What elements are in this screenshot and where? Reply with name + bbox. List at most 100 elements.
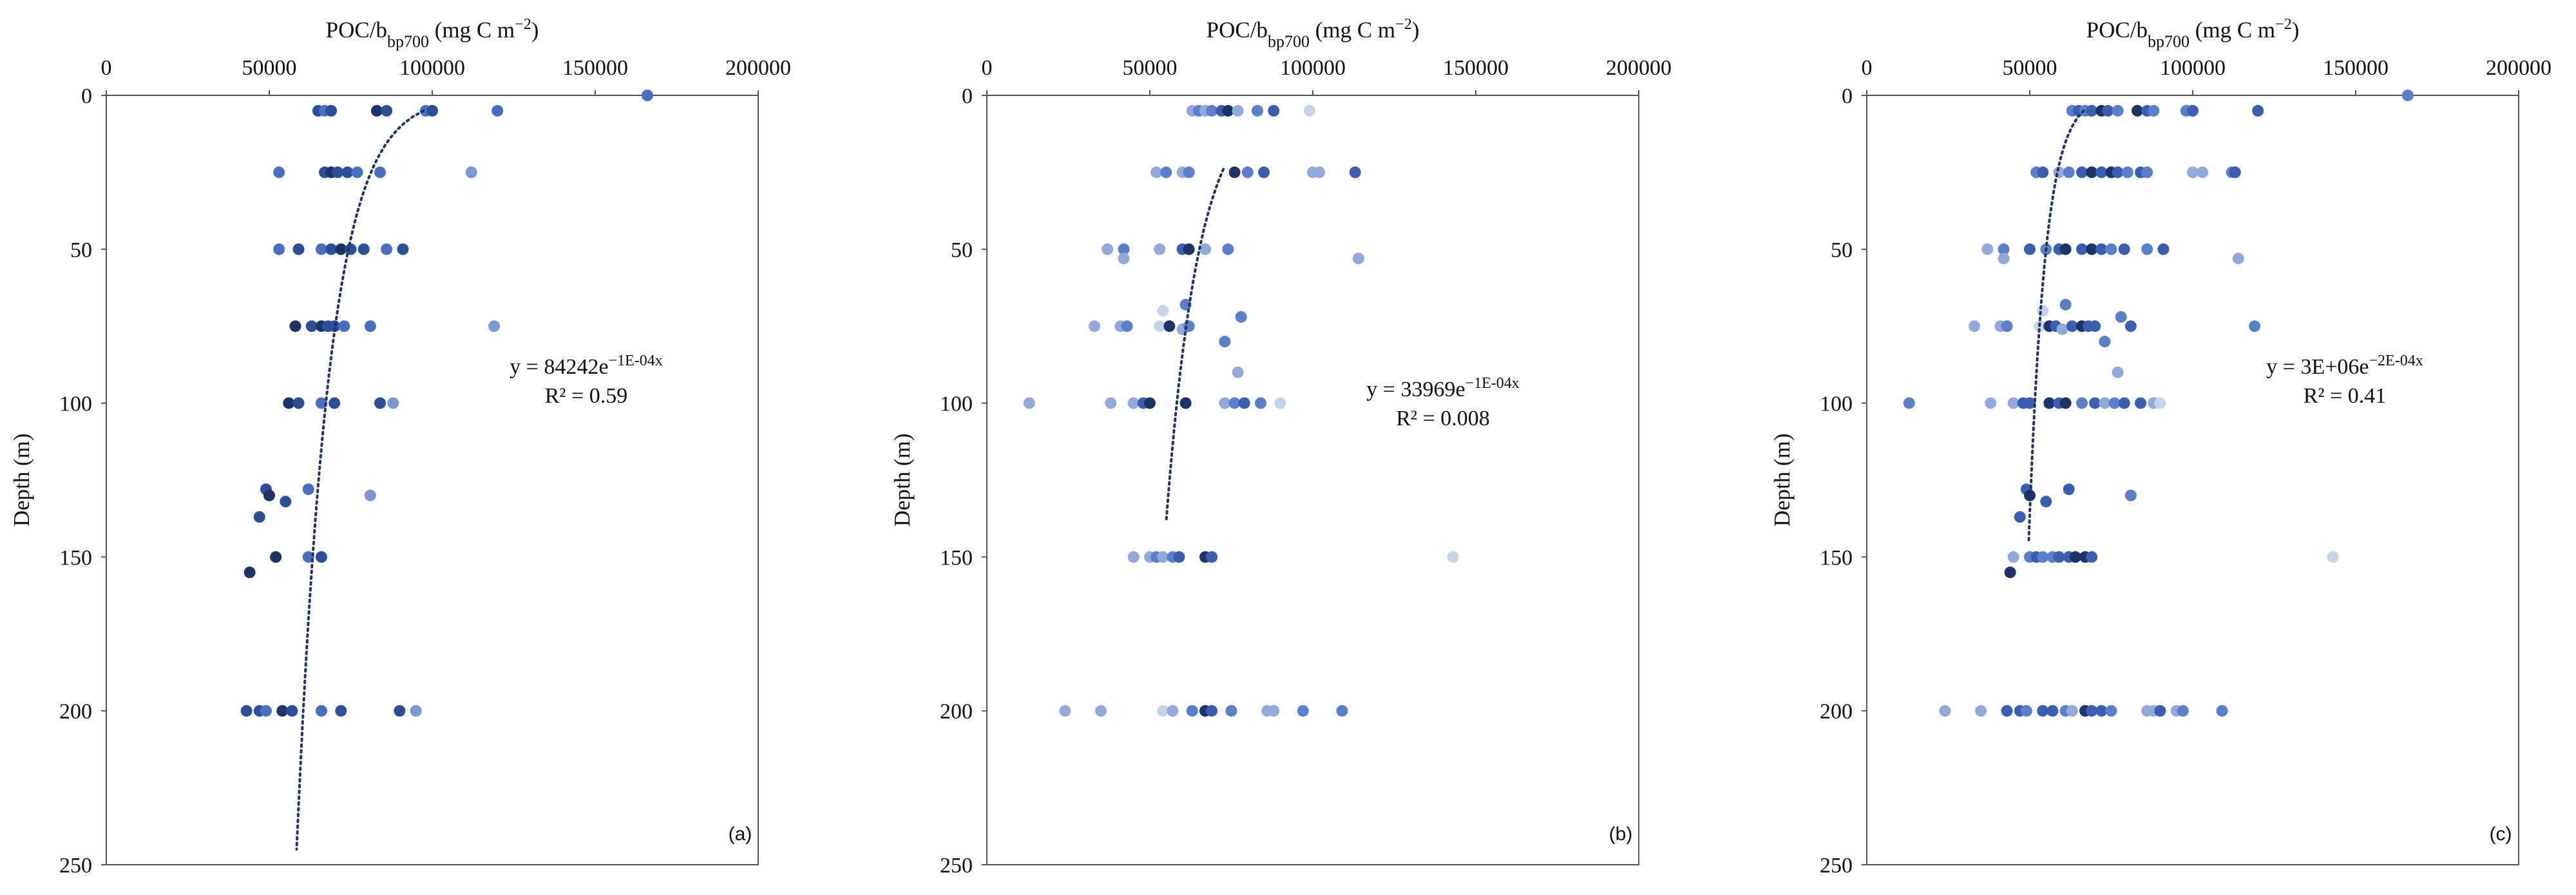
data-point — [240, 705, 253, 717]
data-point — [253, 511, 265, 523]
data-point — [1160, 166, 1172, 178]
data-point — [2232, 253, 2244, 265]
data-point — [1105, 397, 1117, 409]
data-point — [1023, 397, 1035, 409]
data-point — [280, 496, 292, 508]
data-point — [1183, 243, 1195, 255]
r-squared-label: R² = 0.59 — [545, 384, 628, 408]
data-point — [381, 104, 393, 117]
y-tick-label: 0 — [962, 84, 973, 108]
data-point — [292, 243, 305, 255]
data-point — [2014, 511, 2026, 523]
data-point — [2187, 104, 2199, 117]
data-point — [2105, 243, 2117, 255]
data-point — [1154, 243, 1166, 255]
y-tick-label: 250 — [1820, 854, 1853, 878]
x-tick-label: 200000 — [1606, 56, 1672, 80]
data-point — [345, 243, 357, 255]
data-point — [1268, 104, 1280, 117]
data-point — [410, 705, 422, 717]
data-point — [2095, 243, 2108, 255]
data-point — [2154, 705, 2166, 717]
y-axis-title: Depth (m) — [9, 434, 34, 527]
data-point — [1167, 705, 1179, 717]
data-point — [364, 489, 376, 501]
data-point — [1268, 705, 1280, 717]
y-tick-label: 50 — [70, 238, 92, 262]
data-point — [302, 483, 314, 496]
data-point — [2118, 243, 2130, 255]
data-point — [2086, 705, 2098, 717]
data-point — [341, 166, 354, 178]
data-point — [1975, 705, 1987, 717]
x-tick-label: 150000 — [1443, 56, 1509, 80]
data-point — [2115, 311, 2127, 323]
data-point — [1206, 104, 1218, 117]
scatter-points — [1903, 90, 2414, 717]
data-point — [260, 705, 272, 717]
data-point — [2252, 104, 2264, 117]
x-tick-label: 50000 — [2003, 56, 2057, 80]
data-point — [2037, 166, 2049, 178]
data-point — [2007, 551, 2019, 563]
data-point — [315, 397, 327, 409]
data-point — [2112, 366, 2124, 378]
data-point — [332, 166, 344, 178]
x-tick-label: 100000 — [1280, 56, 1346, 80]
data-point — [2089, 320, 2101, 332]
data-point — [2037, 305, 2049, 317]
data-point — [2401, 90, 2414, 101]
data-point — [1186, 705, 1198, 717]
data-point — [2118, 397, 2130, 409]
data-point — [1232, 366, 1244, 378]
data-point — [270, 551, 282, 563]
r-squared-label: R² = 0.41 — [2304, 384, 2387, 408]
data-point — [1157, 305, 1169, 317]
data-point — [1303, 104, 1315, 117]
data-point — [1968, 320, 1980, 332]
data-point — [2007, 397, 2019, 409]
data-point — [2095, 166, 2108, 178]
x-axis-title: POC/bbp700 (mg C m−2) — [1207, 16, 1420, 51]
x-tick-label: 100000 — [2160, 56, 2226, 80]
data-point — [1088, 320, 1100, 332]
y-tick-label: 50 — [951, 238, 973, 262]
trendline-equation: y = 84242e−1E-04x — [510, 352, 662, 379]
x-tick-label: 0 — [982, 56, 993, 80]
data-point — [2177, 705, 2189, 717]
data-point — [2157, 243, 2170, 255]
y-tick-label: 150 — [59, 546, 92, 570]
data-point — [329, 397, 341, 409]
data-point — [397, 243, 409, 255]
data-point — [2089, 397, 2101, 409]
data-point — [2063, 166, 2075, 178]
data-point — [426, 104, 438, 117]
y-tick-label: 100 — [1820, 392, 1853, 416]
data-point — [1102, 243, 1114, 255]
data-point — [1206, 551, 1218, 563]
data-point — [1255, 397, 1267, 409]
data-point — [2075, 166, 2088, 178]
data-point — [315, 551, 327, 563]
plot-frame — [106, 95, 759, 865]
data-point — [1163, 320, 1176, 332]
scatter-points — [240, 90, 653, 717]
data-point — [2066, 705, 2078, 717]
data-point — [273, 166, 285, 178]
data-point — [273, 243, 285, 255]
data-point — [1313, 166, 1326, 178]
data-point — [2053, 551, 2065, 563]
data-point — [2154, 397, 2166, 409]
y-tick-label: 200 — [59, 700, 92, 724]
data-point — [1228, 166, 1241, 178]
y-tick-label: 150 — [940, 546, 973, 570]
data-point — [2059, 298, 2072, 311]
data-point — [1251, 104, 1263, 117]
data-point — [1173, 551, 1185, 563]
data-point — [2056, 323, 2068, 335]
data-point — [1127, 397, 1140, 409]
data-point — [2069, 551, 2081, 563]
data-point — [1981, 243, 1994, 255]
data-point — [491, 104, 504, 117]
data-point — [1228, 397, 1241, 409]
